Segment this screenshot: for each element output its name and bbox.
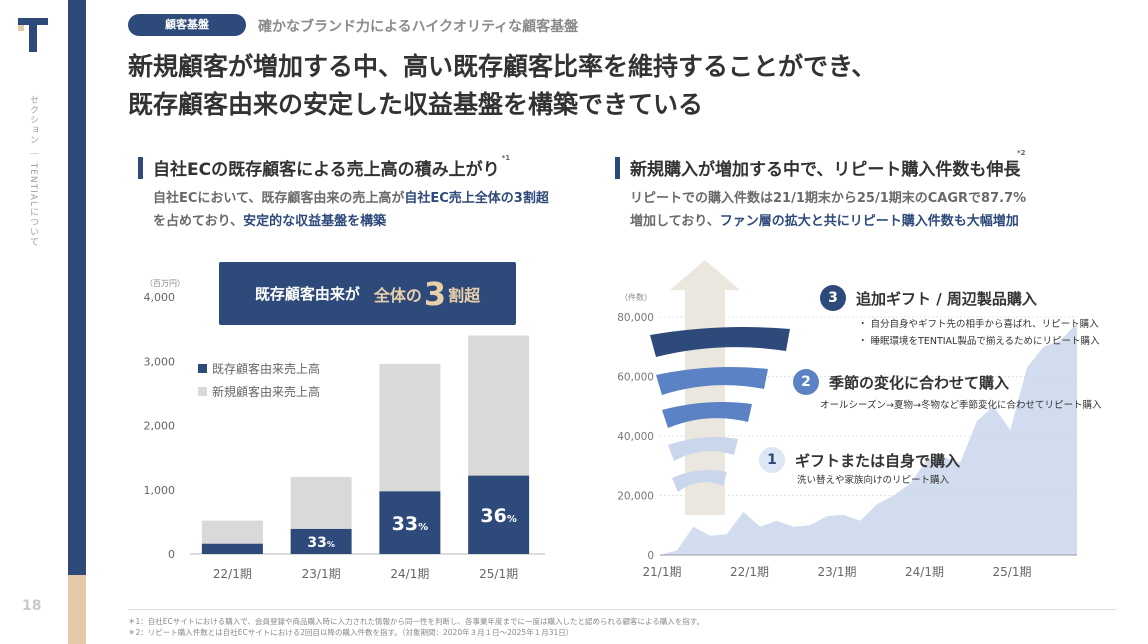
funnel-ribbon (650, 327, 790, 357)
funnel-item-2: 2 季節の変化に合わせて購入 (793, 369, 1009, 395)
callout-number: 3 (423, 274, 447, 313)
bar-existing-segment (468, 475, 530, 554)
step-3-badge: 3 (820, 285, 846, 311)
bar-existing-segment (201, 543, 263, 554)
bar-legend: 既存顧客由来売上高 新規顧客由来売上高 (198, 360, 320, 406)
x-tick-label: 23/1期 (818, 565, 857, 579)
bullet-item: ・ 睡眠環境をTENTIAL製品で揃えるためにリピート購入 (858, 336, 1100, 347)
bullet-text-2: 睡眠環境をTENTIAL製品で揃えるためにリピート購入 (870, 336, 1100, 347)
right-heading-note: *2 (1017, 149, 1026, 157)
step-2-title: 季節の変化に合わせて購入 (829, 373, 1010, 392)
y-tick-label: 0 (168, 548, 175, 561)
right-desc-1: リピートでの購入件数は21/1期末から25/1期末のCAGRで87.7% (630, 191, 1027, 206)
sidebar-stripe-accent (68, 575, 86, 644)
footnote-1: ＊1：自社ECサイトにおける購入で、会員登録や商品購入時に入力された情報から同一… (128, 617, 704, 626)
step-1-badge: 1 (759, 447, 785, 473)
left-desc-1b: 自社EC売上全体の3割超 (404, 191, 549, 206)
sidebar: セクション ｜ TENTIALについて 18 (0, 0, 68, 644)
y-tick-label: 20,000 (617, 491, 654, 503)
pct-unit: % (418, 522, 428, 533)
bar-new-segment (468, 335, 530, 476)
section-tag: 顧客基盤 (128, 14, 246, 36)
heading-bar (615, 156, 620, 179)
bar-unit-label: （百万円） (145, 279, 185, 288)
left-heading: 自社ECの既存顧客による売上高の積み上がり *1 (138, 153, 511, 180)
right-description: リピートでの購入件数は21/1期末から25/1期末のCAGRで87.7% 増加し… (630, 187, 1026, 233)
area-series (660, 323, 1077, 555)
heading-bar (138, 156, 143, 179)
funnel-ribbon (662, 402, 752, 428)
callout-box: 既存顧客由来が 全体の 3 割超 (219, 262, 516, 325)
footnote-divider (128, 609, 1116, 610)
pct-unit: % (327, 540, 335, 549)
legend-existing-label: 既存顧客由来売上高 (212, 362, 321, 376)
step-2-sub: オールシーズン→夏物→冬物など季節変化に合わせてリピート購入 (820, 400, 1102, 411)
bar-new-segment (201, 520, 263, 544)
bar-new-segment (290, 476, 352, 529)
y-tick-label: 3,000 (144, 355, 176, 368)
step-3-title: 追加ギフト / 周辺製品購入 (856, 289, 1037, 308)
title-line-1: 新規顧客が増加する中、高い既存顧客比率を維持することができ、 (128, 52, 877, 81)
funnel-item-3: 3 追加ギフト / 周辺製品購入 (820, 285, 1037, 311)
bar-new-segment (379, 363, 441, 492)
right-desc-2b: ファン層の拡大と共にリピート購入件数も大幅増加 (719, 214, 1019, 229)
left-desc-2b: 安定的な収益基盤を構築 (243, 214, 387, 229)
bar-existing-segment (379, 491, 441, 554)
sidebar-stripe (68, 0, 86, 575)
x-tick-label: 23/1期 (302, 567, 341, 581)
footnotes: ＊1：自社ECサイトにおける購入で、会員登録や商品購入時に入力された情報から同一… (128, 616, 704, 638)
repeat-purchase-area-chart: （件数） 0 20,000 40,000 60,000 80,000 21/1期 22/1期 2… (617, 260, 1077, 579)
bullet-text-1: 自分自身やギフト先の相手から喜ばれ、リピート購入 (870, 319, 1099, 330)
left-heading-text: 自社ECの既存顧客による売上高の積み上がり (153, 160, 500, 180)
y-tick-label: 4,000 (144, 291, 176, 304)
step-3-bullets: ・ 自分自身やギフト先の相手から喜ばれ、リピート購入 ・ 睡眠環境をTENTIA… (858, 316, 1100, 350)
x-tick-label: 24/1期 (390, 567, 429, 581)
funnel-ribbon (668, 437, 738, 461)
y-tick-label: 1,000 (144, 484, 176, 497)
step-1-sub: 洗い替えや家族向けのリピート購入 (797, 475, 950, 486)
pct-unit: % (507, 514, 517, 525)
left-heading-note: *1 (501, 153, 511, 162)
y-tick-label: 60,000 (617, 372, 654, 384)
left-desc-1a: 自社ECにおいて、既存顧客由来の売上高が (153, 191, 405, 206)
y-tick-label: 2,000 (144, 420, 176, 433)
x-tick-label: 25/1期 (479, 567, 518, 581)
section-label: セクション ｜ TENTIALについて (28, 95, 38, 247)
funnel-ribbon (672, 470, 727, 492)
footnote-2: ＊2：リピート購入件数とは自社ECサイトにおける2回目以降の購入件数を指す。（対… (128, 628, 574, 637)
bar-existing-segment (290, 528, 352, 554)
left-desc-2a: を占めており、 (153, 214, 244, 229)
title-line-2: 既存顧客由来の安定した収益基盤を構築できている (128, 90, 704, 119)
right-heading-text: 新規購入が増加する中で、リピート購入件数も伸長 (630, 160, 1021, 180)
left-description: 自社ECにおいて、既存顧客由来の売上高が自社EC売上全体の3割超 を占めており、… (153, 187, 549, 233)
legend-new: 新規顧客由来売上高 (198, 383, 320, 400)
legend-new-label: 新規顧客由来売上高 (212, 385, 321, 399)
step-1-title: ギフトまたは自身で購入 (795, 451, 961, 470)
right-desc-2a: 増加しており、 (630, 214, 720, 229)
tential-logo (18, 18, 48, 52)
page-title: 新規顧客が増加する中、高い既存顧客比率を維持することができ、 既存顧客由来の安定… (128, 48, 1028, 124)
legend-existing: 既存顧客由来売上高 (198, 360, 320, 377)
x-tick-label: 22/1期 (213, 567, 252, 581)
step-2-badge: 2 (793, 369, 819, 395)
callout-suffix: 割超 (448, 285, 481, 305)
funnel-item-1: 1 ギフトまたは自身で購入 (759, 447, 960, 473)
y-tick-label: 40,000 (617, 431, 654, 443)
callout-prefix: 既存顧客由来が (254, 285, 360, 303)
page-number: 18 (22, 598, 42, 614)
x-tick-label: 21/1期 (643, 565, 682, 579)
x-tick-label: 24/1期 (905, 565, 944, 579)
right-heading: 新規購入が増加する中で、リピート購入件数も伸長 *2 (615, 149, 1026, 180)
x-tick-label: 22/1期 (730, 565, 769, 579)
callout-mid: 全体の (373, 285, 422, 305)
bullet-item: ・ 自分自身やギフト先の相手から喜ばれ、リピート購入 (858, 319, 1099, 330)
area-unit-label: （件数） (620, 292, 652, 302)
y-tick-label: 0 (647, 550, 654, 562)
x-tick-label: 25/1期 (993, 565, 1032, 579)
tag-caption: 確かなブランド力によるハイクオリティな顧客基盤 (258, 19, 579, 35)
y-tick-label: 80,000 (617, 312, 654, 324)
funnel-ribbon (656, 367, 768, 395)
